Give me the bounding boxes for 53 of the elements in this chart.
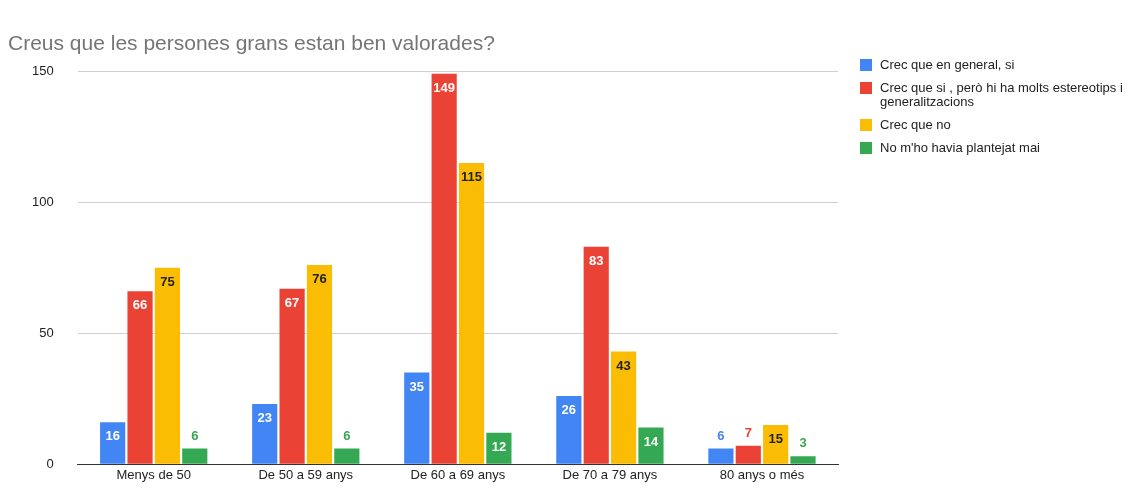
legend-label: Crec que si , però hi ha molts estereotips i generalitzacions (880, 80, 1124, 109)
x-tick-label: De 50 a 59 anys (258, 466, 354, 482)
bar (306, 265, 333, 464)
data-label: 14 (643, 433, 659, 449)
data-label: 23 (257, 410, 272, 426)
bar (763, 424, 789, 464)
y-tick-label: 100 (31, 193, 54, 209)
data-label: 76 (312, 271, 327, 287)
data-label: 149 (433, 79, 456, 95)
legend-label: Crec que no (880, 117, 951, 132)
x-tick-label: De 60 a 69 anys (410, 466, 506, 482)
bar (431, 73, 457, 464)
data-label: 6 (717, 427, 725, 443)
bar (154, 267, 180, 464)
x-tick-label: 80 anys o més (719, 466, 805, 482)
bar (404, 372, 430, 464)
data-label: 16 (105, 428, 120, 444)
data-label: 6 (191, 427, 199, 443)
bar (127, 291, 153, 464)
chart-title: Creus que les persones grans estan ben valorades? (8, 31, 495, 55)
data-label: 26 (561, 402, 577, 418)
data-label: 43 (616, 357, 631, 373)
bar (708, 448, 734, 464)
bar (556, 396, 582, 464)
data-label: 67 (284, 294, 300, 310)
data-label: 15 (768, 430, 783, 446)
x-tick-label: Menys de 50 (116, 466, 191, 482)
data-label: 83 (588, 252, 604, 268)
data-label: 115 (461, 168, 483, 184)
y-tick-label: 50 (39, 324, 54, 340)
data-label: 35 (409, 378, 425, 394)
data-label: 3 (799, 435, 807, 451)
bar (182, 448, 208, 464)
x-tick-label: De 70 a 79 anys (562, 466, 658, 482)
bar (279, 288, 305, 464)
legend-label: Crec que en general, si (880, 57, 1015, 72)
bar (334, 448, 360, 464)
legend-label: No m'ho havia plantejat mai (880, 140, 1041, 155)
data-label: 7 (744, 424, 752, 440)
bar (100, 422, 126, 464)
bar (611, 351, 637, 464)
bar (735, 445, 761, 464)
data-label: 75 (160, 273, 175, 289)
bar (583, 246, 609, 464)
bar (458, 162, 485, 464)
y-tick-label: 0 (46, 455, 54, 471)
data-label: 6 (343, 427, 351, 443)
bar (638, 427, 664, 464)
data-label: 66 (132, 297, 148, 313)
bar (790, 456, 816, 464)
y-tick-label: 150 (31, 62, 54, 78)
data-label: 12 (491, 438, 507, 454)
bar (252, 403, 278, 464)
